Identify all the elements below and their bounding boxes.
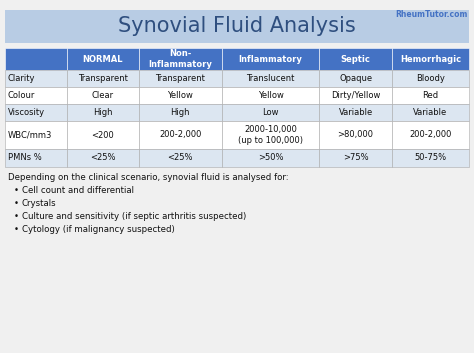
Text: Synovial Fluid Analysis: Synovial Fluid Analysis bbox=[118, 17, 356, 36]
FancyBboxPatch shape bbox=[319, 104, 392, 121]
FancyBboxPatch shape bbox=[392, 87, 469, 104]
Text: Crystals: Crystals bbox=[22, 199, 56, 208]
FancyBboxPatch shape bbox=[5, 10, 469, 43]
Text: 200-2,000: 200-2,000 bbox=[409, 131, 452, 139]
Text: Transparent: Transparent bbox=[155, 74, 205, 83]
Text: <25%: <25% bbox=[167, 154, 193, 162]
FancyBboxPatch shape bbox=[392, 70, 469, 87]
Text: Variable: Variable bbox=[338, 108, 373, 117]
Text: Red: Red bbox=[422, 91, 438, 100]
Text: Yellow: Yellow bbox=[167, 91, 193, 100]
Text: •: • bbox=[14, 225, 19, 234]
FancyBboxPatch shape bbox=[319, 121, 392, 149]
Text: Clear: Clear bbox=[92, 91, 114, 100]
Text: 2000-10,000
(up to 100,000): 2000-10,000 (up to 100,000) bbox=[238, 125, 303, 145]
FancyBboxPatch shape bbox=[5, 149, 67, 167]
FancyBboxPatch shape bbox=[5, 48, 67, 70]
FancyBboxPatch shape bbox=[67, 70, 139, 87]
Text: Cell count and differential: Cell count and differential bbox=[22, 186, 134, 195]
FancyBboxPatch shape bbox=[67, 48, 139, 70]
Text: Cytology (if malignancy suspected): Cytology (if malignancy suspected) bbox=[22, 225, 175, 234]
Text: High: High bbox=[93, 108, 113, 117]
FancyBboxPatch shape bbox=[67, 121, 139, 149]
Text: Dirty/Yellow: Dirty/Yellow bbox=[331, 91, 380, 100]
FancyBboxPatch shape bbox=[67, 87, 139, 104]
Text: Translucent: Translucent bbox=[246, 74, 295, 83]
Text: •: • bbox=[14, 212, 19, 221]
FancyBboxPatch shape bbox=[139, 149, 221, 167]
Text: PMNs %: PMNs % bbox=[8, 154, 42, 162]
Text: 200-2,000: 200-2,000 bbox=[159, 131, 201, 139]
FancyBboxPatch shape bbox=[392, 104, 469, 121]
Text: >50%: >50% bbox=[258, 154, 283, 162]
Text: >80,000: >80,000 bbox=[337, 131, 374, 139]
Text: Colour: Colour bbox=[8, 91, 36, 100]
Text: >75%: >75% bbox=[343, 154, 368, 162]
Text: Bloody: Bloody bbox=[416, 74, 445, 83]
Text: Hemorrhagic: Hemorrhagic bbox=[400, 54, 461, 64]
FancyBboxPatch shape bbox=[221, 87, 319, 104]
Text: Viscosity: Viscosity bbox=[8, 108, 45, 117]
FancyBboxPatch shape bbox=[221, 121, 319, 149]
FancyBboxPatch shape bbox=[392, 149, 469, 167]
FancyBboxPatch shape bbox=[67, 104, 139, 121]
Text: Variable: Variable bbox=[413, 108, 447, 117]
Text: High: High bbox=[171, 108, 190, 117]
Text: Yellow: Yellow bbox=[257, 91, 283, 100]
FancyBboxPatch shape bbox=[319, 149, 392, 167]
FancyBboxPatch shape bbox=[319, 70, 392, 87]
FancyBboxPatch shape bbox=[5, 121, 67, 149]
Text: Clarity: Clarity bbox=[8, 74, 36, 83]
FancyBboxPatch shape bbox=[221, 70, 319, 87]
Text: Inflammatory: Inflammatory bbox=[238, 54, 302, 64]
FancyBboxPatch shape bbox=[319, 48, 392, 70]
FancyBboxPatch shape bbox=[392, 121, 469, 149]
FancyBboxPatch shape bbox=[221, 104, 319, 121]
FancyBboxPatch shape bbox=[221, 48, 319, 70]
FancyBboxPatch shape bbox=[67, 149, 139, 167]
Text: 50-75%: 50-75% bbox=[414, 154, 447, 162]
FancyBboxPatch shape bbox=[139, 70, 221, 87]
Text: Non-
Inflammatory: Non- Inflammatory bbox=[148, 49, 212, 69]
Text: RheumTutor.com: RheumTutor.com bbox=[396, 10, 468, 19]
FancyBboxPatch shape bbox=[139, 48, 221, 70]
Text: <25%: <25% bbox=[90, 154, 116, 162]
Text: •: • bbox=[14, 199, 19, 208]
Text: NORMAL: NORMAL bbox=[82, 54, 123, 64]
FancyBboxPatch shape bbox=[221, 149, 319, 167]
FancyBboxPatch shape bbox=[392, 48, 469, 70]
Text: <200: <200 bbox=[91, 131, 114, 139]
FancyBboxPatch shape bbox=[5, 70, 67, 87]
FancyBboxPatch shape bbox=[139, 121, 221, 149]
FancyBboxPatch shape bbox=[319, 87, 392, 104]
FancyBboxPatch shape bbox=[5, 104, 67, 121]
Text: Opaque: Opaque bbox=[339, 74, 372, 83]
FancyBboxPatch shape bbox=[5, 87, 67, 104]
Text: Septic: Septic bbox=[341, 54, 371, 64]
Text: Transparent: Transparent bbox=[78, 74, 128, 83]
Text: Culture and sensitivity (if septic arthritis suspected): Culture and sensitivity (if septic arthr… bbox=[22, 212, 246, 221]
Text: Depending on the clinical scenario, synovial fluid is analysed for:: Depending on the clinical scenario, syno… bbox=[8, 173, 289, 182]
Text: Low: Low bbox=[262, 108, 279, 117]
FancyBboxPatch shape bbox=[139, 104, 221, 121]
Text: •: • bbox=[14, 186, 19, 195]
FancyBboxPatch shape bbox=[139, 87, 221, 104]
Text: WBC/mm3: WBC/mm3 bbox=[8, 131, 52, 139]
